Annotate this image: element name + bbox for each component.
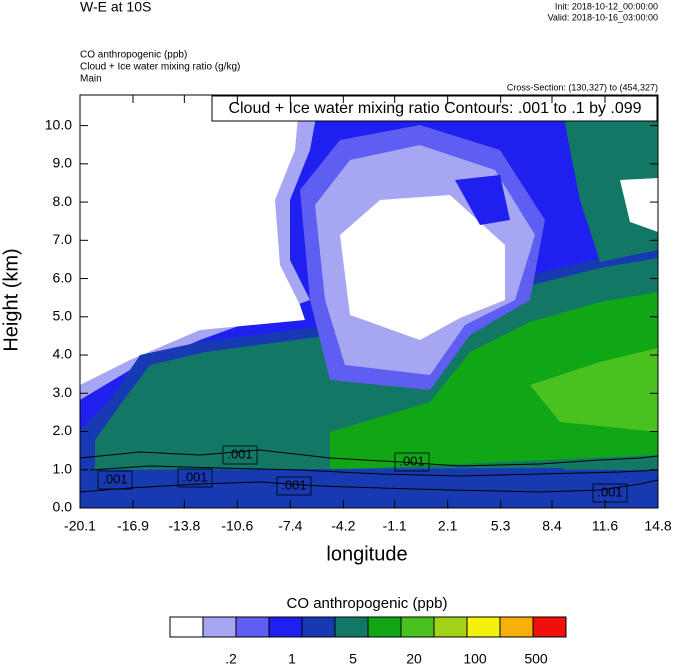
y-tick-label: 1.0 — [53, 460, 73, 476]
contour-info: Cloud + Ice water mixing ratio Contours:… — [228, 100, 641, 117]
valid-time: Valid: 2018-10-16_03:00:00 — [548, 12, 658, 22]
x-tick-label: -20.1 — [64, 518, 96, 534]
chart-title: W-E at 10S — [80, 0, 151, 15]
colorbar-box — [301, 616, 336, 638]
x-tick-label: 11.6 — [592, 518, 618, 534]
colorbar-label: 500 — [524, 651, 548, 667]
x-tick-label: 8.4 — [542, 518, 562, 534]
plot-frame — [79, 94, 659, 509]
colorbar-label: 1 — [288, 651, 296, 667]
x-tick-label: 14.8 — [644, 518, 671, 534]
contour-label: .001 — [182, 469, 207, 484]
colorbar-box — [334, 616, 369, 638]
colorbar-box — [268, 616, 303, 638]
y-tick-label: 10.0 — [45, 116, 72, 132]
y-tick-label: 2.0 — [53, 422, 73, 438]
field-name: Main — [80, 74, 102, 85]
colorbar-box — [532, 616, 567, 638]
contour-label-box — [177, 468, 213, 488]
field-name: CO anthropogenic (ppb) — [80, 50, 187, 61]
contour-label: .001 — [102, 471, 127, 486]
contour-label-box — [276, 476, 312, 496]
contour-label: .001 — [227, 446, 252, 461]
colorbar-box — [169, 616, 204, 638]
y-tick-label: 5.0 — [53, 307, 73, 323]
contour-label: .001 — [597, 484, 622, 499]
colorbar-label: 5 — [349, 651, 357, 667]
field — [80, 95, 658, 508]
colorbar-box — [367, 616, 402, 638]
init-time: Init: 2018-10-12_00:00:00 — [555, 1, 658, 11]
colorbar-title: CO anthropogenic (ppb) — [287, 595, 448, 612]
y-tick-label: 9.0 — [53, 155, 73, 171]
colorbar-box — [400, 616, 435, 638]
colorbar-box — [235, 616, 270, 638]
colorbar-label: .2 — [225, 651, 237, 667]
x-tick-label: -7.4 — [278, 518, 302, 534]
contour-label-box — [592, 483, 628, 503]
y-tick-label: 7.0 — [53, 231, 73, 247]
colorbar-box — [466, 616, 501, 638]
y-tick-label: 0.0 — [53, 499, 73, 515]
y-tick-label: 6.0 — [53, 269, 73, 285]
x-axis-label: longitude — [326, 543, 407, 565]
contour-label-box — [394, 452, 430, 472]
x-tick-label: 2.1 — [438, 518, 458, 534]
x-tick-label: -10.6 — [221, 518, 253, 534]
colorbar-box — [433, 616, 468, 638]
cross-section: Cross-Section: (130,327) to (454,327) — [507, 82, 658, 92]
colorbar-label: 20 — [406, 651, 422, 667]
contour-label: .001 — [281, 477, 306, 492]
x-tick-label: 5.3 — [491, 518, 511, 534]
x-tick-label: -13.8 — [168, 518, 200, 534]
x-tick-label: -4.2 — [331, 518, 355, 534]
contour-label: .001 — [399, 453, 424, 468]
contour-label-box — [97, 470, 133, 490]
x-tick-label: -16.9 — [117, 518, 149, 534]
contour-label-box — [222, 445, 258, 465]
y-axis-label: Height (km) — [0, 248, 22, 351]
colorbar-box — [202, 616, 237, 638]
y-tick-label: 8.0 — [53, 193, 73, 209]
y-tick-label: 3.0 — [53, 384, 73, 400]
y-tick-label: 4.0 — [53, 346, 73, 362]
colorbar-label: 100 — [463, 651, 487, 667]
colorbar-box — [499, 616, 534, 638]
field-name: Cloud + Ice water mixing ratio (g/kg) — [80, 62, 240, 73]
x-tick-label: -1.1 — [383, 518, 407, 534]
contour-info-box — [211, 95, 658, 122]
